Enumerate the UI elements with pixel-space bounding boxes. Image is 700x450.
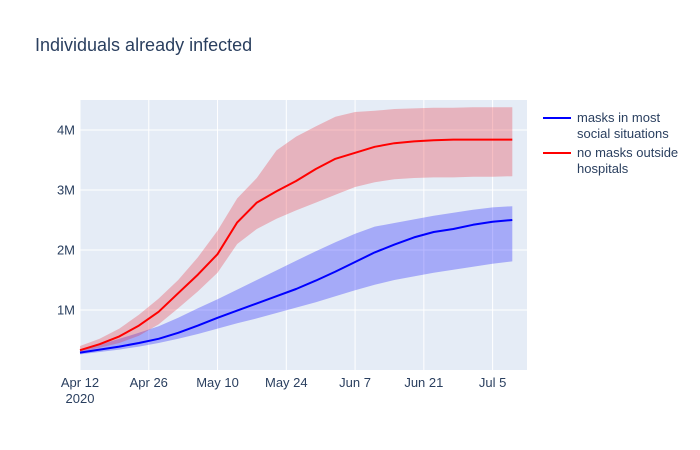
point-series-1-17[interactable]	[413, 140, 415, 142]
point-series-0-6[interactable]	[197, 325, 199, 327]
point-series-1-3[interactable]	[138, 325, 140, 327]
point-series-0-22[interactable]	[511, 219, 513, 221]
line-series-0[interactable]	[79, 219, 513, 354]
point-series-0-1[interactable]	[99, 349, 101, 351]
y-axis-ticks: 1M 2M 3M 4M	[57, 123, 75, 318]
point-series-0-8[interactable]	[236, 310, 238, 312]
point-series-0-0[interactable]	[79, 352, 81, 354]
point-series-0-19[interactable]	[452, 228, 454, 230]
point-series-0-10[interactable]	[276, 295, 278, 297]
series-lines	[79, 138, 513, 354]
point-series-0-11[interactable]	[295, 288, 297, 290]
point-series-0-16[interactable]	[393, 244, 395, 246]
x-tick-sublabel-0: 2020	[66, 391, 95, 406]
point-series-0-4[interactable]	[158, 338, 160, 340]
point-series-1-8[interactable]	[236, 221, 238, 223]
point-series-1-1[interactable]	[99, 343, 101, 345]
point-series-0-17[interactable]	[413, 236, 415, 238]
point-series-1-16[interactable]	[393, 142, 395, 144]
y-tick-label-1: 2M	[57, 243, 75, 258]
point-series-0-7[interactable]	[217, 317, 219, 319]
point-series-0-18[interactable]	[433, 231, 435, 233]
point-series-1-10[interactable]	[276, 190, 278, 192]
legend-label-0-0: masks in most	[577, 110, 660, 125]
point-series-1-7[interactable]	[217, 253, 219, 255]
point-series-0-5[interactable]	[177, 332, 179, 334]
point-series-1-22[interactable]	[511, 139, 513, 141]
legend-label-1-1: hospitals	[577, 161, 629, 176]
point-series-0-14[interactable]	[354, 261, 356, 263]
band-series-1	[80, 107, 513, 352]
point-series-1-15[interactable]	[374, 146, 376, 148]
point-series-0-21[interactable]	[492, 221, 494, 223]
point-series-1-21[interactable]	[492, 139, 494, 141]
point-series-1-6[interactable]	[197, 274, 199, 276]
y-tick-label-3: 4M	[57, 123, 75, 138]
legend-label-0-1: social situations	[577, 126, 669, 141]
point-series-1-9[interactable]	[256, 202, 258, 204]
x-tick-label-3: May 24	[265, 375, 308, 390]
point-series-1-12[interactable]	[315, 168, 317, 170]
point-series-0-9[interactable]	[256, 302, 258, 304]
point-series-1-18[interactable]	[433, 139, 435, 141]
point-series-0-3[interactable]	[138, 342, 140, 344]
x-tick-label-0: Apr 12	[61, 375, 99, 390]
gridlines	[79, 100, 527, 370]
x-tick-label-6: Jul 5	[479, 375, 506, 390]
point-series-1-14[interactable]	[354, 152, 356, 154]
point-series-0-12[interactable]	[315, 280, 317, 282]
y-tick-label-0: 1M	[57, 303, 75, 318]
x-tick-label-5: Jun 21	[404, 375, 443, 390]
line-series-1[interactable]	[79, 138, 513, 352]
point-series-0-2[interactable]	[118, 346, 120, 348]
point-series-0-15[interactable]	[374, 251, 376, 253]
plot-background	[80, 100, 527, 370]
x-tick-label-1: Apr 26	[130, 375, 168, 390]
y-tick-label-2: 3M	[57, 183, 75, 198]
point-series-1-20[interactable]	[472, 139, 474, 141]
legend-label-1-0: no masks outside	[577, 145, 678, 160]
point-series-1-19[interactable]	[452, 139, 454, 141]
point-series-1-0[interactable]	[79, 349, 81, 351]
point-series-1-5[interactable]	[177, 292, 179, 294]
point-series-0-13[interactable]	[334, 271, 336, 273]
band-series-0	[80, 206, 513, 355]
point-series-1-11[interactable]	[295, 180, 297, 182]
chart-title: Individuals already infected	[35, 35, 252, 55]
point-series-0-20[interactable]	[472, 224, 474, 226]
x-tick-label-4: Jun 7	[339, 375, 371, 390]
point-series-1-4[interactable]	[158, 311, 160, 313]
confidence-bands	[80, 107, 513, 355]
x-tick-label-2: May 10	[196, 375, 239, 390]
point-series-1-2[interactable]	[118, 335, 120, 337]
point-series-1-13[interactable]	[334, 158, 336, 160]
